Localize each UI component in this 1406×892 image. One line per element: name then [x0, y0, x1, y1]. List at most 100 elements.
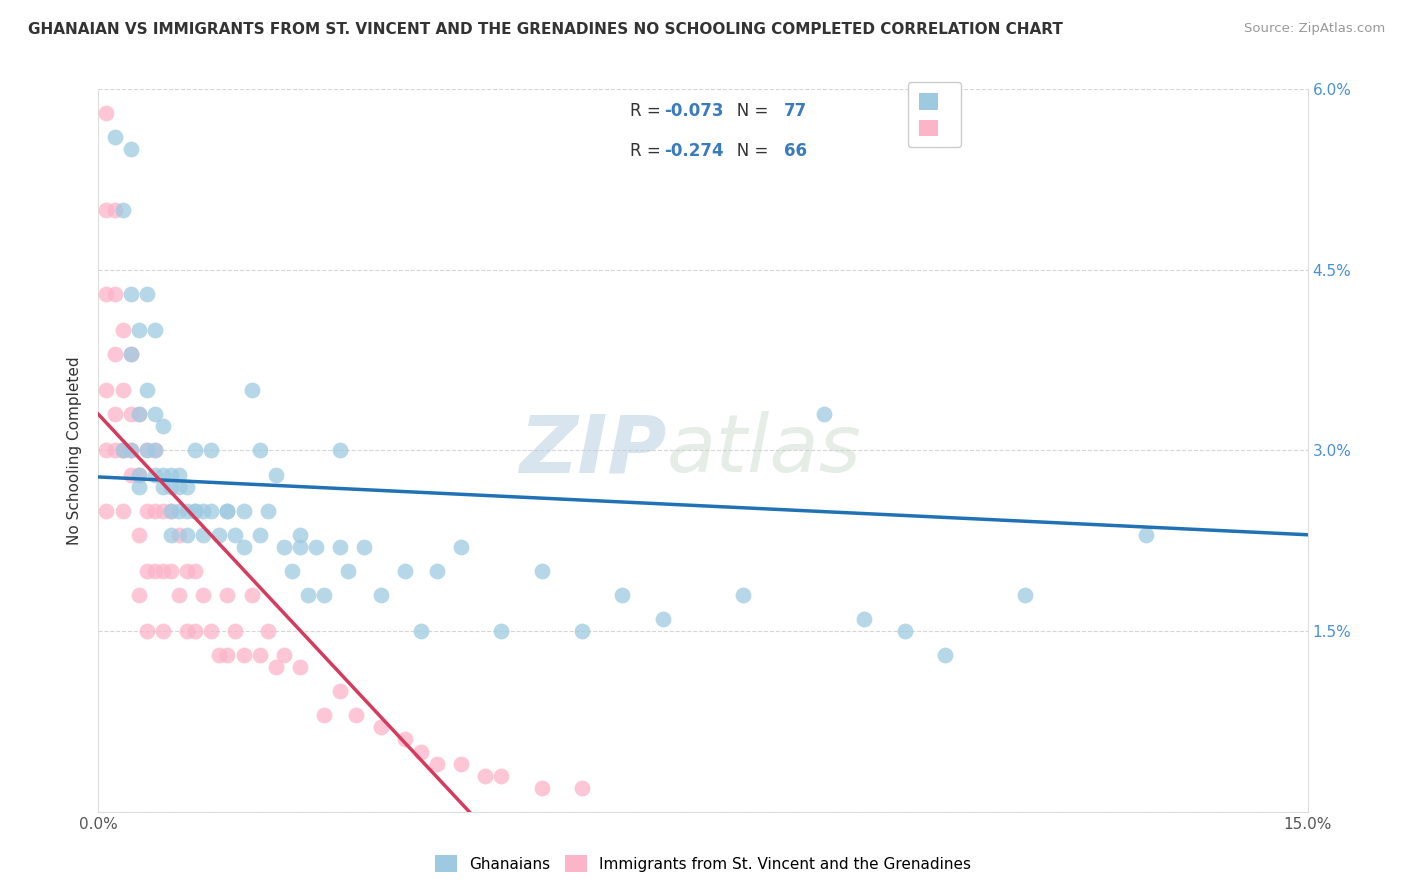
Point	[135, 624, 157, 639]
Point	[111, 503, 134, 517]
Point	[143, 443, 166, 458]
Point	[111, 443, 134, 458]
Point	[571, 624, 593, 639]
Point	[329, 540, 352, 554]
Point	[135, 564, 157, 578]
Point	[184, 443, 207, 458]
Point	[167, 503, 190, 517]
Point	[135, 384, 157, 398]
Point	[120, 142, 142, 157]
Text: ZIP: ZIP	[519, 411, 666, 490]
Point	[103, 202, 125, 217]
Point	[200, 443, 222, 458]
Point	[120, 443, 142, 458]
Text: 66: 66	[785, 142, 807, 160]
Point	[176, 564, 198, 578]
Point	[103, 347, 125, 361]
Point	[273, 540, 295, 554]
Point	[128, 323, 150, 337]
Point	[612, 588, 634, 602]
Point	[249, 527, 271, 541]
Point	[160, 503, 183, 517]
Text: N =: N =	[721, 142, 773, 160]
Point	[176, 480, 198, 494]
Point	[409, 744, 432, 758]
Text: N =: N =	[721, 102, 773, 120]
Point	[135, 443, 157, 458]
Text: GHANAIAN VS IMMIGRANTS FROM ST. VINCENT AND THE GRENADINES NO SCHOOLING COMPLETE: GHANAIAN VS IMMIGRANTS FROM ST. VINCENT …	[28, 22, 1063, 37]
Point	[264, 467, 287, 482]
Point	[426, 756, 449, 771]
Point	[288, 660, 311, 674]
Point	[240, 384, 263, 398]
Point	[176, 503, 198, 517]
Point	[249, 443, 271, 458]
Point	[200, 503, 222, 517]
Point	[224, 527, 246, 541]
Point	[184, 624, 207, 639]
Point	[160, 467, 183, 482]
Point	[111, 323, 134, 337]
Point	[217, 588, 239, 602]
Point	[281, 564, 304, 578]
Point	[176, 527, 198, 541]
Point	[893, 624, 915, 639]
Point	[934, 648, 956, 662]
Point	[128, 467, 150, 482]
Point	[217, 503, 239, 517]
Text: -0.073: -0.073	[664, 102, 724, 120]
Point	[256, 624, 278, 639]
Point	[103, 443, 125, 458]
Point	[120, 287, 142, 301]
Point	[733, 588, 755, 602]
Point	[120, 347, 142, 361]
Text: Source: ZipAtlas.com: Source: ZipAtlas.com	[1244, 22, 1385, 36]
Point	[288, 540, 311, 554]
Point	[314, 588, 336, 602]
Point	[167, 467, 190, 482]
Point	[208, 648, 231, 662]
Point	[193, 588, 215, 602]
Point	[450, 756, 472, 771]
Point	[96, 503, 118, 517]
Point	[96, 202, 118, 217]
Text: -0.274: -0.274	[664, 142, 724, 160]
Text: 77: 77	[785, 102, 807, 120]
Point	[409, 624, 432, 639]
Point	[232, 503, 254, 517]
Point	[152, 419, 174, 434]
Point	[160, 527, 183, 541]
Point	[96, 287, 118, 301]
Point	[160, 564, 183, 578]
Point	[120, 407, 142, 421]
Text: R =: R =	[630, 102, 666, 120]
Point	[96, 106, 118, 120]
Point	[651, 612, 673, 626]
Point	[167, 588, 190, 602]
Point	[128, 407, 150, 421]
Point	[96, 443, 118, 458]
Point	[120, 443, 142, 458]
Point	[217, 503, 239, 517]
Point	[103, 130, 125, 145]
Point	[193, 527, 215, 541]
Point	[344, 708, 367, 723]
Point	[337, 564, 360, 578]
Point	[491, 769, 513, 783]
Point	[853, 612, 876, 626]
Point	[530, 564, 553, 578]
Point	[167, 527, 190, 541]
Point	[200, 624, 222, 639]
Point	[370, 588, 392, 602]
Point	[128, 527, 150, 541]
Point	[103, 407, 125, 421]
Point	[184, 503, 207, 517]
Point	[240, 588, 263, 602]
Point	[143, 323, 166, 337]
Point	[426, 564, 449, 578]
Y-axis label: No Schooling Completed: No Schooling Completed	[67, 356, 83, 545]
Point	[329, 684, 352, 698]
Point	[297, 588, 319, 602]
Point	[224, 624, 246, 639]
Point	[193, 503, 215, 517]
